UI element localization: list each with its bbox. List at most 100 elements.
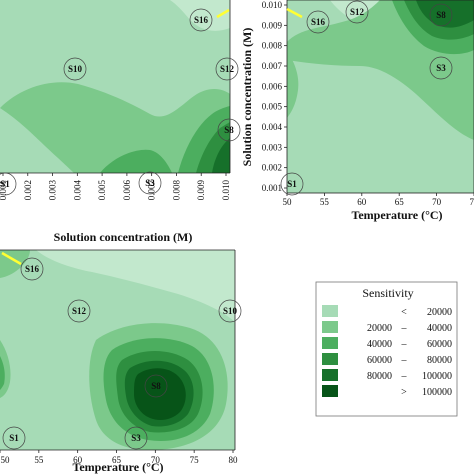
legend-title: Sensitivity — [362, 286, 413, 300]
sample-marker-s10: S10 — [218, 299, 242, 323]
panel-c-xtick-label: 65 — [112, 455, 122, 465]
panel-c-xtick-label: 55 — [34, 455, 44, 465]
sample-marker-ring — [217, 118, 241, 142]
sample-marker-label: S12 — [350, 7, 365, 17]
sample-marker-s16: S16 — [306, 10, 330, 34]
sample-marker-s12: S12 — [345, 0, 369, 24]
legend-box — [315, 281, 458, 417]
legend-swatch — [322, 353, 338, 365]
sample-marker-ring — [218, 299, 242, 323]
sample-marker-ring — [63, 57, 87, 81]
panel-b-level-2-edge — [287, 52, 299, 118]
panel-a-xtick-label: 0.010 — [221, 180, 231, 201]
panel-b-xtick-label: 60 — [357, 197, 367, 207]
sample-marker-ring — [20, 257, 44, 281]
sample-marker-label: S3 — [145, 178, 155, 188]
legend-low: 60000 — [367, 355, 392, 366]
legend-high: 60000 — [427, 339, 452, 350]
panel-a-level-5-area — [212, 138, 230, 173]
panel-a-xtick-label: 0.005 — [97, 180, 107, 201]
panel-a-xtick-label: 0.009 — [196, 180, 206, 201]
legend-low: 20000 — [367, 323, 392, 334]
panel-c-contours — [0, 250, 235, 450]
panel-b-ytick-label: 0.010 — [262, 0, 283, 10]
panel-a-light-band — [0, 0, 230, 31]
sample-marker-s3: S3 — [124, 426, 148, 450]
sample-marker-label: S1 — [287, 179, 297, 189]
panel-b-xlabel: Temperature (°C) — [351, 208, 442, 222]
sample-marker-label: S1 — [0, 179, 10, 189]
sample-marker-label: S16 — [311, 17, 326, 27]
sample-marker-s8: S8 — [144, 374, 168, 398]
panel-b-ytick-label: 0.007 — [262, 61, 283, 71]
panel-a-xtick-label: 0.004 — [72, 180, 82, 201]
panel-b-xtick-label: 70 — [432, 197, 442, 207]
legend-swatch — [322, 337, 338, 349]
panel-c-xtick-label: 70 — [151, 455, 161, 465]
panel-a-xtick-label: 0.001 — [0, 180, 8, 200]
panel-a-level-1-pocket — [0, 108, 74, 173]
legend-high: 40000 — [427, 323, 452, 334]
sample-marker-ring — [144, 374, 168, 398]
panel-c-light-band — [0, 250, 235, 322]
panel-b: 0.001 0.002 0.003 0.004 0.005 0.006 0.007 0.008… — [240, 0, 474, 222]
legend-separator: > — [401, 387, 407, 398]
panel-a-xtick-label: 0.008 — [171, 180, 181, 201]
panel-c-level-3-left — [0, 356, 5, 390]
panel-a-level-3-lower — [100, 149, 172, 173]
panel-a-xtick-label: 0.003 — [48, 180, 58, 201]
panel-a-xtick-label: 0.006 — [122, 180, 132, 201]
panel-b-xtick-label: 75 — [470, 197, 474, 207]
sample-marker-label: S8 — [151, 381, 161, 391]
legend-row: 20000– 40000 — [322, 321, 452, 334]
sample-marker-s1: S1 — [280, 172, 304, 196]
panel-b-ytick-label: 0.001 — [262, 183, 282, 193]
legend-high: 100000 — [422, 387, 452, 398]
legend-swatch — [322, 305, 338, 317]
panel-b-ytick-label: 0.004 — [262, 122, 283, 132]
sample-marker-ring — [280, 172, 304, 196]
sample-marker-s10: S10 — [63, 57, 87, 81]
sample-marker-s1: S1 — [2, 426, 26, 450]
sample-marker-ring — [124, 426, 148, 450]
sample-marker-ring — [138, 171, 162, 195]
legend-row: 80000– 100000 — [322, 369, 452, 382]
legend-separator: – — [401, 323, 408, 334]
sample-marker-label: S10 — [68, 64, 83, 74]
sample-marker-ring — [0, 172, 17, 196]
legend-row: >100000 — [322, 385, 452, 398]
panel-b-direction-arrow — [286, 7, 303, 19]
panel-c: S16 S12 S10 S8 S1 S3 50 55 60 65 70 75 80 Temperatu… — [0, 249, 242, 474]
sample-marker-label: S8 — [224, 125, 234, 135]
legend-high: 80000 — [427, 355, 452, 366]
legend-swatch — [322, 369, 338, 381]
sample-marker-label: S1 — [9, 433, 19, 443]
sample-marker-label: S3 — [131, 433, 141, 443]
sample-marker-label: S16 — [25, 264, 40, 274]
panel-b-ytick-label: 0.003 — [262, 142, 283, 152]
panel-a-level-2-area — [0, 82, 230, 173]
sample-marker-s12: S12 — [67, 299, 91, 323]
sample-marker-ring — [429, 3, 453, 27]
panel-a: S1 S3 S10 S12 S16 S8 0.001 0.002 0.003 0.004 0.00… — [0, 0, 241, 244]
sample-marker-ring — [67, 299, 91, 323]
panel-b-ytick-label: 0.005 — [262, 102, 283, 112]
panel-b-xtick-label: 50 — [283, 197, 293, 207]
panel-c-xtick-label: 75 — [190, 455, 200, 465]
sample-marker-ring — [345, 0, 369, 24]
panel-a-contours — [0, 0, 230, 173]
sample-marker-ring — [215, 57, 239, 81]
sample-marker-s3: S3 — [429, 56, 453, 80]
sample-marker-label: S10 — [223, 306, 238, 316]
legend-separator: – — [401, 355, 408, 366]
panel-b-xtick-label: 65 — [395, 197, 405, 207]
sample-marker-s12: S12 — [215, 57, 239, 81]
sample-marker-ring — [2, 426, 26, 450]
sample-marker-ring — [306, 10, 330, 34]
panel-b-ytick-label: 0.006 — [262, 81, 283, 91]
sample-marker-s3: S3 — [138, 171, 162, 195]
legend-low: 80000 — [367, 371, 392, 382]
sample-marker-label: S3 — [436, 63, 446, 73]
panel-b-frame — [286, 0, 474, 194]
